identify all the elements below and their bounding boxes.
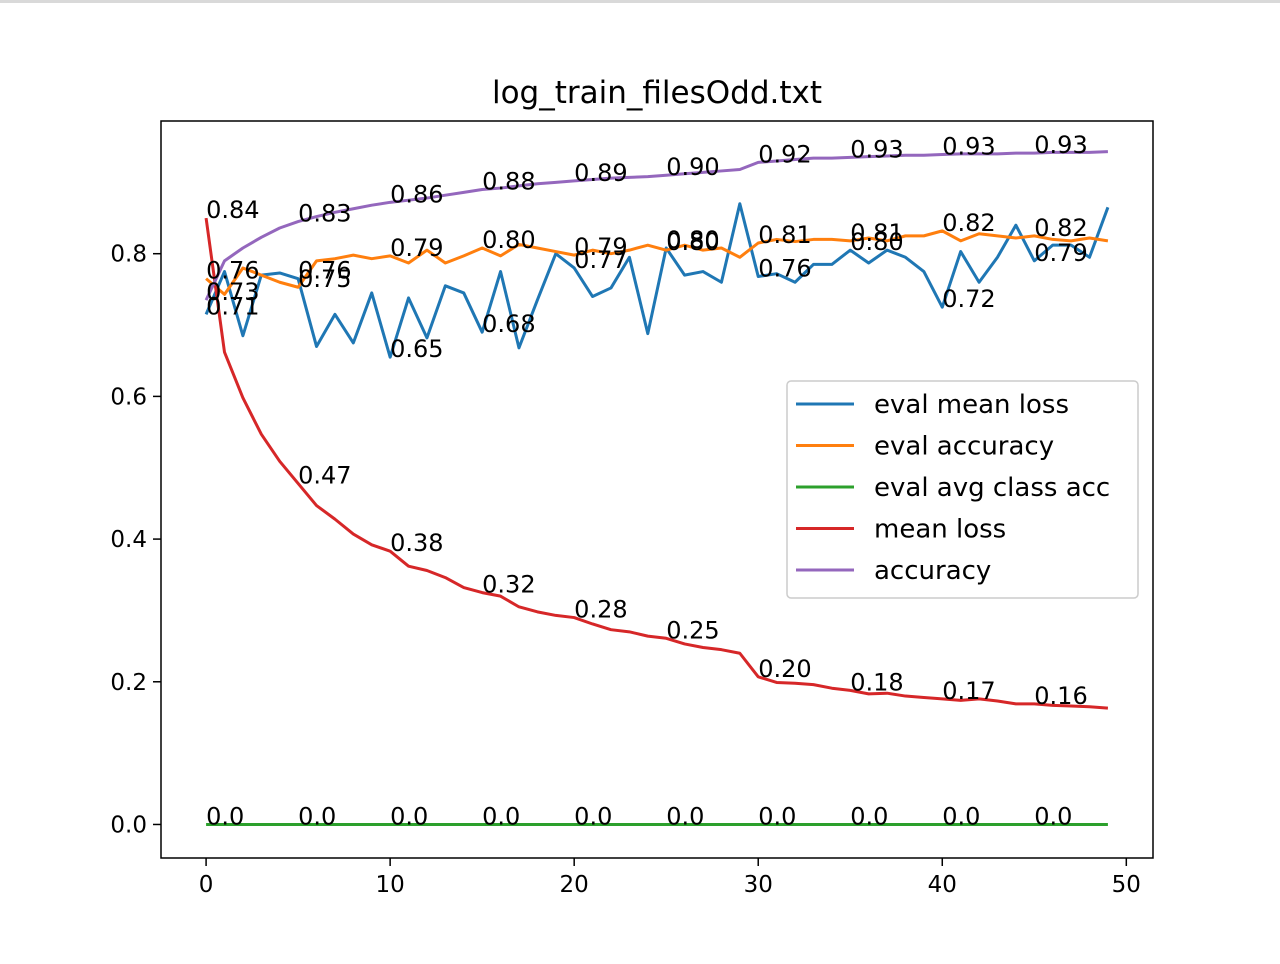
series-line-eval-mean-loss [204, 202, 1110, 359]
data-label: 0.89 [574, 159, 627, 187]
legend: eval mean loss eval accuracy eval avg clas… [786, 380, 1139, 599]
chart-title: log_train_filesOdd.txt [492, 75, 822, 111]
y-tick-label: 0.4 [110, 527, 147, 553]
data-label: 0.82 [1034, 214, 1087, 242]
data-label: 0.93 [942, 133, 995, 161]
data-label: 0.0 [206, 802, 244, 830]
legend-label: mean loss [874, 515, 1006, 545]
data-label: 0.47 [298, 461, 351, 489]
data-label: 0.79 [1034, 239, 1087, 267]
y-tick-label: 0.0 [110, 812, 147, 838]
data-label: 0.0 [390, 802, 428, 830]
data-label: 0.32 [482, 571, 535, 599]
data-label: 0.92 [758, 140, 811, 168]
data-label: 0.28 [574, 596, 627, 624]
data-label: 0.38 [390, 529, 443, 557]
data-label: 0.80 [482, 226, 535, 254]
data-label: 0.80 [666, 226, 719, 254]
data-label: 0.90 [666, 153, 719, 181]
legend-label: accuracy [874, 556, 991, 586]
x-tick-label: 0 [199, 872, 214, 898]
x-tick-label: 40 [928, 872, 957, 898]
data-label: 0.84 [206, 196, 259, 224]
data-label: 0.65 [390, 335, 443, 363]
data-label: 0.75 [298, 265, 351, 293]
legend-box [786, 380, 1139, 599]
data-label: 0.0 [758, 802, 796, 830]
data-label: 0.79 [390, 234, 443, 262]
data-label: 0.0 [850, 802, 888, 830]
data-labels: 0.710.760.730.840.00.760.750.470.830.00.… [206, 131, 1088, 830]
y-tick-label: 0.6 [110, 384, 147, 410]
x-tick-label: 50 [1112, 872, 1141, 898]
y-tick-label: 0.2 [110, 670, 147, 696]
data-label: 0.88 [482, 167, 535, 195]
series-line-mean-loss [204, 217, 1109, 710]
data-label: 0.0 [1034, 802, 1072, 830]
data-label: 0.76 [298, 257, 351, 285]
data-label: 0.82 [942, 209, 995, 237]
data-label: 0.0 [574, 802, 612, 830]
data-label: 0.80 [850, 228, 903, 256]
data-label: 0.93 [1034, 131, 1087, 159]
data-label: 0.18 [850, 668, 903, 696]
series-line-eval-accuracy [205, 229, 1109, 296]
axis-ticks: 0 10 20 30 40 50 0.0 0.2 0.4 0.6 0.8 [110, 242, 1141, 898]
data-label: 0.0 [482, 802, 520, 830]
data-label: 0.76 [758, 255, 811, 283]
y-tick-label: 0.8 [110, 242, 147, 268]
window-top-border [0, 0, 1280, 3]
data-label: 0.73 [206, 278, 259, 306]
data-label: 0.17 [942, 677, 995, 705]
data-label: 0.20 [758, 655, 811, 683]
data-label: 0.93 [850, 135, 903, 163]
data-label: 0.0 [298, 802, 336, 830]
data-label: 0.77 [574, 246, 627, 274]
data-label: 0.79 [574, 233, 627, 261]
data-label: 0.71 [206, 292, 259, 320]
data-label: 0.76 [206, 257, 259, 285]
data-label: 0.80 [666, 228, 719, 256]
series-lines [204, 150, 1110, 826]
legend-label: eval mean loss [874, 390, 1069, 420]
data-label: 0.81 [850, 219, 903, 247]
data-label: 0.16 [1034, 682, 1087, 710]
legend-label: eval avg class acc [874, 473, 1110, 503]
data-label: 0.86 [390, 180, 443, 208]
data-label: 0.72 [942, 285, 995, 313]
series-line-accuracy [204, 150, 1108, 301]
legend-label: eval accuracy [874, 432, 1054, 462]
data-label: 0.25 [666, 616, 719, 644]
data-label: 0.81 [758, 221, 811, 249]
data-label: 0.0 [666, 802, 704, 830]
data-label: 0.68 [482, 310, 535, 338]
x-tick-label: 20 [560, 872, 589, 898]
x-tick-label: 10 [375, 872, 404, 898]
data-label: 0.83 [298, 200, 351, 228]
x-tick-label: 30 [744, 872, 773, 898]
data-label: 0.0 [942, 802, 980, 830]
